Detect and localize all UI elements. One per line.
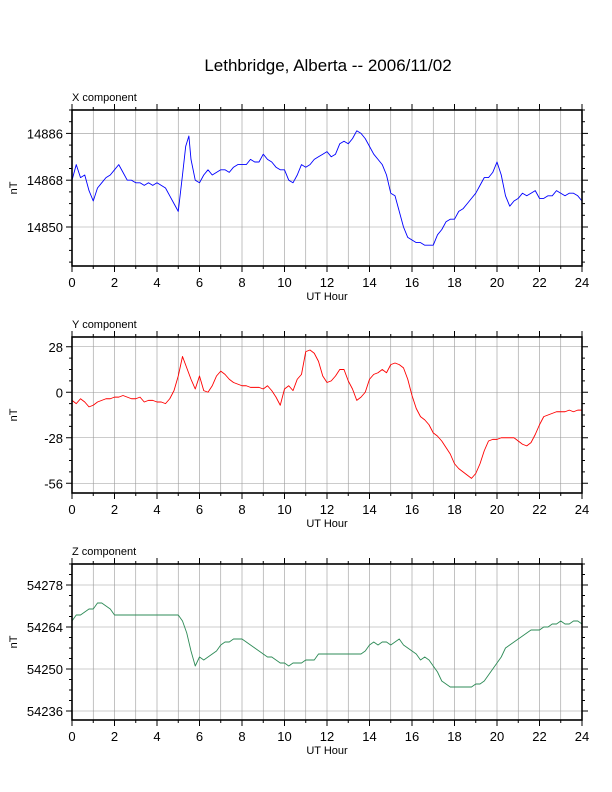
x-tick-label-y: 4 xyxy=(153,502,160,517)
panel-title-z: Z component xyxy=(72,546,136,558)
x-tick-label-x: 20 xyxy=(490,275,504,290)
y-tick-label-z: 54236 xyxy=(27,704,63,719)
data-line-x xyxy=(71,130,583,246)
x-tick-label-z: 20 xyxy=(490,729,504,744)
x-tick-label-x: 14 xyxy=(362,275,376,290)
panel-title-y: Y component xyxy=(72,319,137,331)
x-tick-label-z: 0 xyxy=(68,729,75,744)
x-tick-label-x: 8 xyxy=(238,275,245,290)
x-tick-label-x: 2 xyxy=(111,275,118,290)
y-tick-label-x: 14868 xyxy=(27,173,63,188)
y-tick-label-z: 54264 xyxy=(27,620,63,635)
x-tick-label-z: 2 xyxy=(111,729,118,744)
x-tick-label-z: 4 xyxy=(153,729,160,744)
x-tick-label-z: 12 xyxy=(320,729,334,744)
x-tick-label-y: 12 xyxy=(320,502,334,517)
x-tick-label-z: 10 xyxy=(277,729,291,744)
data-line-z xyxy=(71,602,583,688)
x-tick-label-x: 18 xyxy=(447,275,461,290)
panel-title-x: X component xyxy=(72,92,137,104)
x-tick-label-y: 22 xyxy=(532,502,546,517)
x-tick-label-z: 24 xyxy=(575,729,589,744)
x-tick-label-y: 10 xyxy=(277,502,291,517)
x-tick-label-x: 0 xyxy=(68,275,75,290)
x-tick-label-y: 6 xyxy=(196,502,203,517)
y-tick-label-x: 14850 xyxy=(27,220,63,235)
y-tick-label-y: -56 xyxy=(44,476,63,491)
x-tick-label-y: 0 xyxy=(68,502,75,517)
x-tick-label-z: 16 xyxy=(405,729,419,744)
x-tick-label-x: 10 xyxy=(277,275,291,290)
y-axis-label-x: nT xyxy=(8,181,20,194)
y-tick-label-y: 0 xyxy=(56,385,63,400)
y-axis-label-z: nT xyxy=(8,635,20,648)
data-line-y xyxy=(71,349,582,479)
x-axis-label-z: UT Hour xyxy=(306,745,348,757)
x-tick-label-y: 20 xyxy=(490,502,504,517)
x-axis-label-y: UT Hour xyxy=(306,518,348,530)
x-tick-label-z: 14 xyxy=(362,729,376,744)
x-tick-label-z: 6 xyxy=(196,729,203,744)
x-axis-label-x: UT Hour xyxy=(306,291,348,303)
x-tick-label-y: 8 xyxy=(238,502,245,517)
x-tick-label-y: 18 xyxy=(447,502,461,517)
x-tick-label-z: 8 xyxy=(238,729,245,744)
y-axis-label-y: nT xyxy=(8,408,20,421)
x-tick-label-z: 18 xyxy=(447,729,461,744)
y-tick-label-x: 14886 xyxy=(27,126,63,141)
x-tick-label-x: 12 xyxy=(320,275,334,290)
y-tick-label-y: -28 xyxy=(44,431,63,446)
y-tick-label-z: 54278 xyxy=(27,578,63,593)
x-tick-label-x: 24 xyxy=(575,275,589,290)
x-tick-label-x: 16 xyxy=(405,275,419,290)
y-tick-label-y: 28 xyxy=(49,340,63,355)
x-tick-label-y: 16 xyxy=(405,502,419,517)
x-tick-label-z: 22 xyxy=(532,729,546,744)
page-title: Lethbridge, Alberta -- 2006/11/02 xyxy=(204,56,452,75)
x-tick-label-x: 4 xyxy=(153,275,160,290)
x-tick-label-y: 24 xyxy=(575,502,589,517)
x-tick-label-x: 6 xyxy=(196,275,203,290)
y-tick-label-z: 54250 xyxy=(27,662,63,677)
x-tick-label-y: 14 xyxy=(362,502,376,517)
x-tick-label-y: 2 xyxy=(111,502,118,517)
x-tick-label-x: 22 xyxy=(532,275,546,290)
